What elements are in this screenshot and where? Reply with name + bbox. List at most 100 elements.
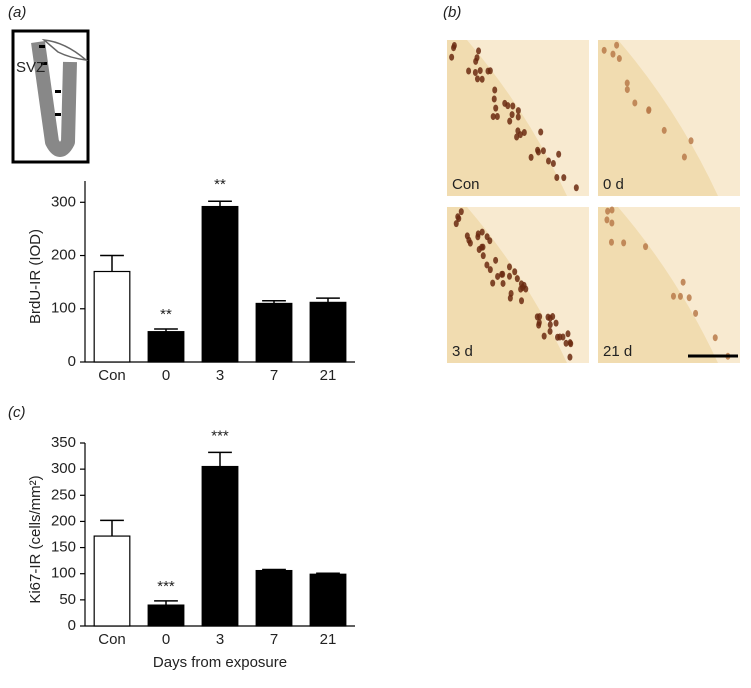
cell	[550, 313, 556, 321]
cell	[547, 321, 553, 329]
cell	[490, 279, 496, 287]
cell	[567, 353, 573, 361]
y-tick-label: 300	[51, 460, 76, 477]
cell	[547, 327, 553, 335]
ventricle-shape	[41, 39, 89, 62]
x-tick-label: 21	[320, 631, 337, 648]
cell	[509, 111, 515, 119]
cell	[610, 50, 616, 58]
bar	[309, 573, 347, 627]
cell	[563, 339, 569, 347]
cell	[573, 184, 579, 192]
cell	[512, 268, 518, 276]
panel-label: (a)	[8, 4, 26, 21]
cell	[677, 292, 683, 300]
cell	[494, 113, 500, 121]
cell	[506, 263, 512, 271]
cell	[605, 207, 611, 215]
cell	[536, 319, 542, 327]
cell	[546, 157, 552, 165]
cell	[616, 55, 622, 63]
diagram-label: SVZ	[16, 59, 45, 76]
y-tick-label: 350	[51, 434, 76, 451]
x-tick-label: 3	[216, 631, 224, 648]
cell	[487, 67, 493, 75]
cell	[500, 279, 506, 287]
cell	[686, 294, 692, 302]
cell	[535, 148, 541, 156]
cell	[693, 309, 699, 317]
cell	[492, 86, 498, 94]
cell	[621, 239, 627, 247]
micrograph-label: Con	[452, 176, 480, 193]
y-tick-label: 0	[68, 353, 76, 370]
bar	[93, 535, 131, 627]
cell	[514, 133, 520, 141]
cell	[451, 44, 457, 52]
cell	[479, 75, 485, 83]
cell	[554, 173, 560, 181]
significance-marker: **	[214, 176, 226, 193]
cell	[473, 57, 479, 65]
tissue-edge	[467, 207, 589, 363]
bar	[309, 301, 347, 363]
cell	[475, 233, 481, 241]
cell	[670, 292, 676, 300]
cell	[458, 208, 464, 216]
y-tick-label: 100	[51, 300, 76, 317]
cell	[567, 339, 573, 347]
y-axis-label: BrdU-IR (IOD)	[27, 229, 44, 324]
cell	[518, 285, 524, 293]
cell	[449, 53, 455, 61]
cell	[608, 238, 614, 246]
y-tick-label: 50	[59, 591, 76, 608]
cell	[467, 239, 473, 247]
x-tick-label: 0	[162, 367, 170, 384]
cell	[453, 220, 459, 228]
cell	[712, 334, 718, 342]
cell	[495, 272, 501, 280]
cell	[508, 289, 514, 297]
y-tick-label: 200	[51, 246, 76, 263]
cell	[550, 159, 556, 167]
significance-marker: ***	[157, 578, 175, 595]
x-tick-label: 21	[320, 367, 337, 384]
ventricle-shape	[31, 41, 77, 157]
bar	[147, 604, 185, 627]
cell	[632, 99, 638, 107]
cell	[528, 153, 534, 161]
cell	[519, 297, 525, 305]
cell	[557, 333, 563, 341]
cell	[614, 41, 620, 49]
cell	[484, 233, 490, 241]
cell	[510, 102, 516, 110]
cell	[484, 261, 490, 269]
cell	[490, 113, 496, 121]
cell	[500, 270, 506, 278]
y-tick-label: 300	[51, 193, 76, 210]
cell	[604, 216, 610, 224]
cell	[561, 174, 567, 182]
cell	[538, 128, 544, 136]
cell	[515, 113, 521, 121]
cell	[541, 332, 547, 340]
cell	[681, 153, 687, 161]
bar	[201, 205, 239, 363]
cell	[493, 256, 499, 264]
tissue-edge	[618, 40, 740, 196]
cell	[506, 272, 512, 280]
cell	[609, 219, 615, 227]
bar	[201, 465, 239, 627]
cell	[474, 75, 480, 83]
svz-diagram: SVZ	[11, 29, 90, 164]
cell	[537, 313, 543, 321]
micrograph-label: 3 d	[452, 343, 473, 360]
cell	[515, 107, 521, 115]
bar	[93, 270, 131, 363]
x-tick-label: 3	[216, 367, 224, 384]
micrographs: Con 0 d 3 d 21 d	[447, 40, 740, 363]
bar	[255, 569, 293, 627]
cell	[688, 137, 694, 145]
cell	[502, 99, 508, 107]
